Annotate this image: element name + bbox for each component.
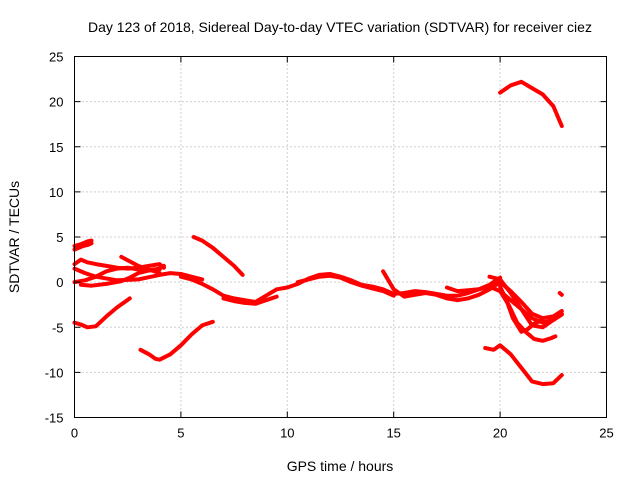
y-tick-label: -15	[45, 411, 64, 426]
y-tick-label: 15	[49, 140, 63, 155]
series-line-s1	[72, 238, 94, 248]
series-line-s7	[119, 254, 162, 276]
series-line-s20	[72, 296, 132, 330]
series-line-s8	[191, 235, 245, 277]
axis-ticks: 0 5 10 15 20 25 -15 -10 -5 0 5 10 15 20 25	[45, 50, 614, 441]
x-tick-label: 5	[177, 426, 184, 441]
x-tick-label: 15	[386, 426, 400, 441]
series-line-s11	[295, 273, 396, 298]
series-line-s19	[557, 291, 564, 297]
y-tick-label: 10	[49, 185, 63, 200]
y-tick-label: 25	[49, 50, 63, 65]
series-line-s2	[72, 241, 94, 252]
y-tick-label: 20	[49, 95, 63, 110]
series-line-s4	[72, 266, 205, 283]
series-group	[72, 79, 564, 387]
chart-title: Day 123 of 2018, Sidereal Day-to-day VTE…	[88, 19, 592, 35]
x-tick-label: 20	[493, 426, 507, 441]
y-axis-label: SDTVAR / TECUs	[6, 181, 22, 293]
y-tick-label: -5	[52, 320, 64, 335]
series-line-s12	[381, 269, 564, 321]
y-tick-label: 0	[56, 275, 63, 290]
series-line-s16	[498, 284, 545, 334]
x-axis-label: GPS time / hours	[287, 458, 394, 474]
series-line-s14	[487, 274, 564, 330]
y-tick-label: 5	[56, 230, 63, 245]
series-line-s10	[221, 294, 279, 306]
x-tick-label: 0	[71, 426, 78, 441]
series-line-s21	[138, 319, 215, 362]
y-tick-label: -10	[45, 365, 64, 380]
series-line-s17	[498, 79, 564, 128]
x-tick-label: 10	[280, 426, 294, 441]
series-line-s18	[483, 343, 564, 387]
grid-lines	[74, 56, 607, 418]
x-tick-label: 25	[599, 426, 613, 441]
